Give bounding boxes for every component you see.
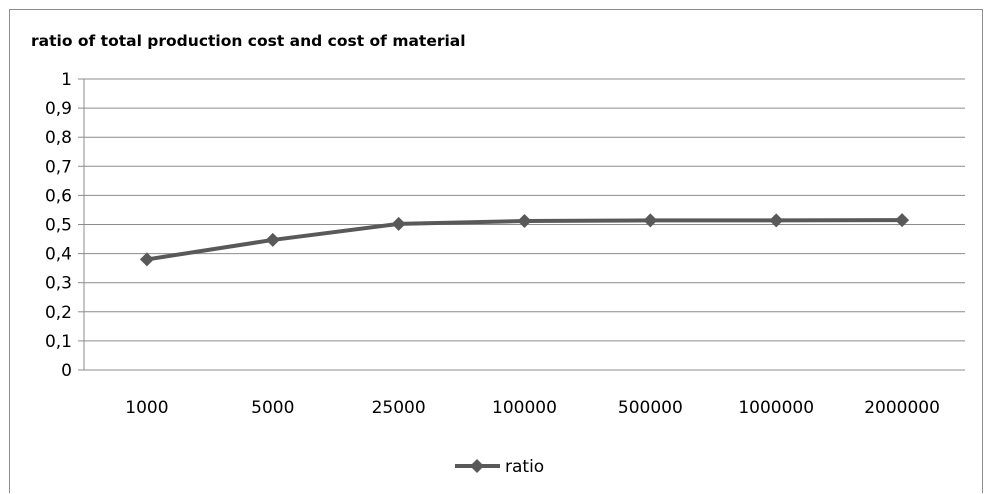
axes (78, 78, 965, 371)
y-tick-label: 0,3 (45, 274, 72, 294)
y-tick-label: 0,5 (45, 216, 72, 236)
gridlines (84, 78, 965, 342)
y-tick-label: 0,7 (45, 157, 72, 177)
data-point-marker (643, 213, 658, 228)
x-tick-label: 500000 (618, 398, 683, 418)
y-tick-label: 0,8 (45, 128, 72, 148)
y-tick-label: 0 (61, 361, 72, 381)
x-axis-tick-labels: 1000 5000 25000 100000 500000 1000000 2000000 (125, 398, 940, 418)
data-point-marker (139, 252, 154, 267)
y-tick-label: 1 (61, 70, 72, 90)
series-ratio (139, 213, 910, 267)
legend: ratio (455, 457, 544, 477)
y-axis-tick-labels: 0 0,1 0,2 0,3 0,4 0,5 0,6 0,7 0,8 0,9 1 (45, 70, 72, 381)
x-tick-label: 2000000 (864, 398, 940, 418)
x-tick-label: 25000 (372, 398, 426, 418)
y-tick-label: 0,4 (45, 245, 72, 265)
legend-label: ratio (505, 457, 544, 477)
chart-title: ratio of total production cost and cost … (31, 32, 466, 50)
y-tick-label: 0,1 (45, 332, 72, 352)
data-point-marker (391, 216, 406, 231)
y-tick-label: 0,6 (45, 186, 72, 206)
x-tick-label: 5000 (251, 398, 294, 418)
legend-marker (470, 459, 484, 473)
chart-area (9, 9, 983, 493)
y-tick-label: 0,9 (45, 99, 72, 119)
y-tick-label: 0,2 (45, 303, 72, 323)
x-tick-label: 1000 (125, 398, 168, 418)
data-point-marker (517, 214, 532, 229)
data-point-marker (265, 232, 280, 247)
data-point-marker (769, 213, 784, 228)
x-tick-label: 1000000 (738, 398, 814, 418)
x-tick-label: 100000 (492, 398, 557, 418)
data-point-marker (895, 213, 910, 228)
